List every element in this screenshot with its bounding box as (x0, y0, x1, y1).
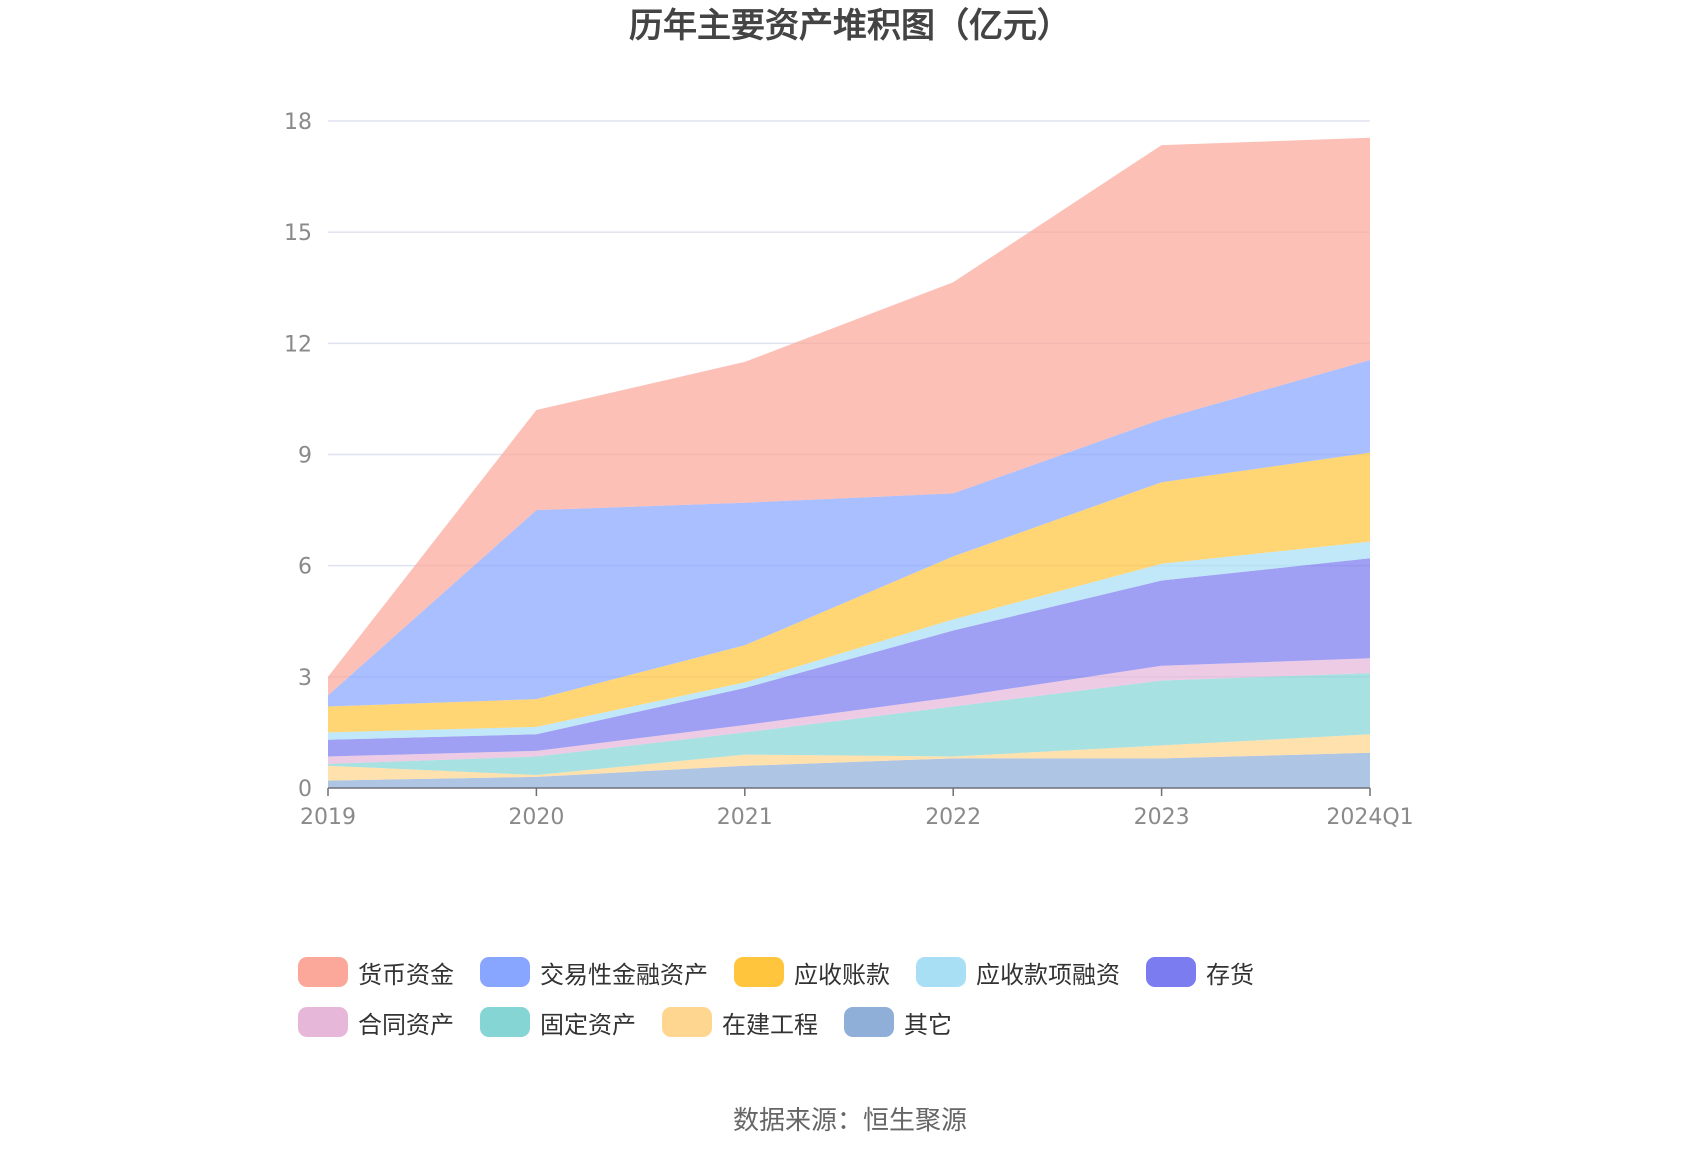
area-存货 (328, 558, 1370, 757)
chart-title: 历年主要资产堆积图（亿元） (629, 6, 1071, 46)
legend-swatch (916, 957, 966, 987)
legend-label: 在建工程 (722, 1010, 818, 1039)
legend-swatch (1146, 957, 1196, 987)
legend-swatch (298, 957, 348, 987)
legend-item[interactable]: 应收款项融资 (916, 955, 1120, 989)
y-tick-label: 0 (298, 777, 312, 802)
y-tick-label: 15 (284, 221, 312, 246)
legend-swatch (480, 957, 530, 987)
y-tick-label: 9 (298, 444, 312, 469)
legend-label: 货币资金 (358, 960, 454, 989)
x-tick-label: 2022 (925, 805, 981, 830)
legend-item[interactable]: 交易性金融资产 (480, 955, 708, 989)
stacked-area-chart: 0 3 6 9 12 15 18 2019 2020 2021 2022 2023 2024Q1 (284, 110, 1414, 830)
legend-swatch (734, 957, 784, 987)
area-货币资金 (328, 137, 1370, 696)
area-应收账款 (328, 452, 1370, 733)
y-tick-label: 12 (284, 332, 312, 357)
legend-label: 其它 (904, 1010, 952, 1039)
legend-item[interactable]: 其它 (844, 1005, 952, 1039)
legend-label: 固定资产 (540, 1010, 636, 1039)
x-tick-label: 2020 (508, 805, 564, 830)
legend-swatch (480, 1007, 530, 1037)
legend-item[interactable]: 固定资产 (480, 1005, 636, 1039)
legend-item[interactable]: 应收账款 (734, 955, 890, 989)
area-其它 (328, 752, 1370, 788)
legend: 货币资金 交易性金融资产 应收账款 应收款项融资 存货合同资产 固定资产 在建工程 其它 (298, 955, 1448, 1055)
x-tick-label: 2023 (1134, 805, 1190, 830)
area-合同资产 (328, 658, 1370, 764)
legend-swatch (662, 1007, 712, 1037)
area-在建工程 (328, 734, 1370, 781)
y-tick-label: 3 (298, 666, 312, 691)
legend-label: 交易性金融资产 (540, 960, 708, 989)
axes: 0 3 6 9 12 15 18 2019 2020 2021 2022 2023 2024Q1 (284, 110, 1414, 830)
legend-label: 应收款项融资 (976, 960, 1120, 989)
legend-item[interactable]: 存货 (1146, 955, 1254, 989)
area-series (328, 137, 1370, 788)
x-tick-label: 2019 (300, 805, 356, 830)
legend-label: 合同资产 (358, 1010, 454, 1039)
y-tick-label: 18 (284, 110, 312, 135)
legend-label: 应收账款 (794, 960, 890, 989)
legend-swatch (298, 1007, 348, 1037)
legend-item[interactable]: 货币资金 (298, 955, 454, 989)
legend-item[interactable]: 合同资产 (298, 1005, 454, 1039)
legend-item[interactable]: 在建工程 (662, 1005, 818, 1039)
x-tick-label: 2021 (717, 805, 773, 830)
area-交易性金融资产 (328, 360, 1370, 707)
area-固定资产 (328, 673, 1370, 775)
legend-swatch (844, 1007, 894, 1037)
area-应收款项融资 (328, 541, 1370, 740)
x-tick-label: 2024Q1 (1326, 805, 1413, 830)
y-tick-label: 6 (298, 555, 312, 580)
legend-label: 存货 (1206, 960, 1254, 989)
data-source: 数据来源：恒生聚源 (732, 1106, 967, 1136)
